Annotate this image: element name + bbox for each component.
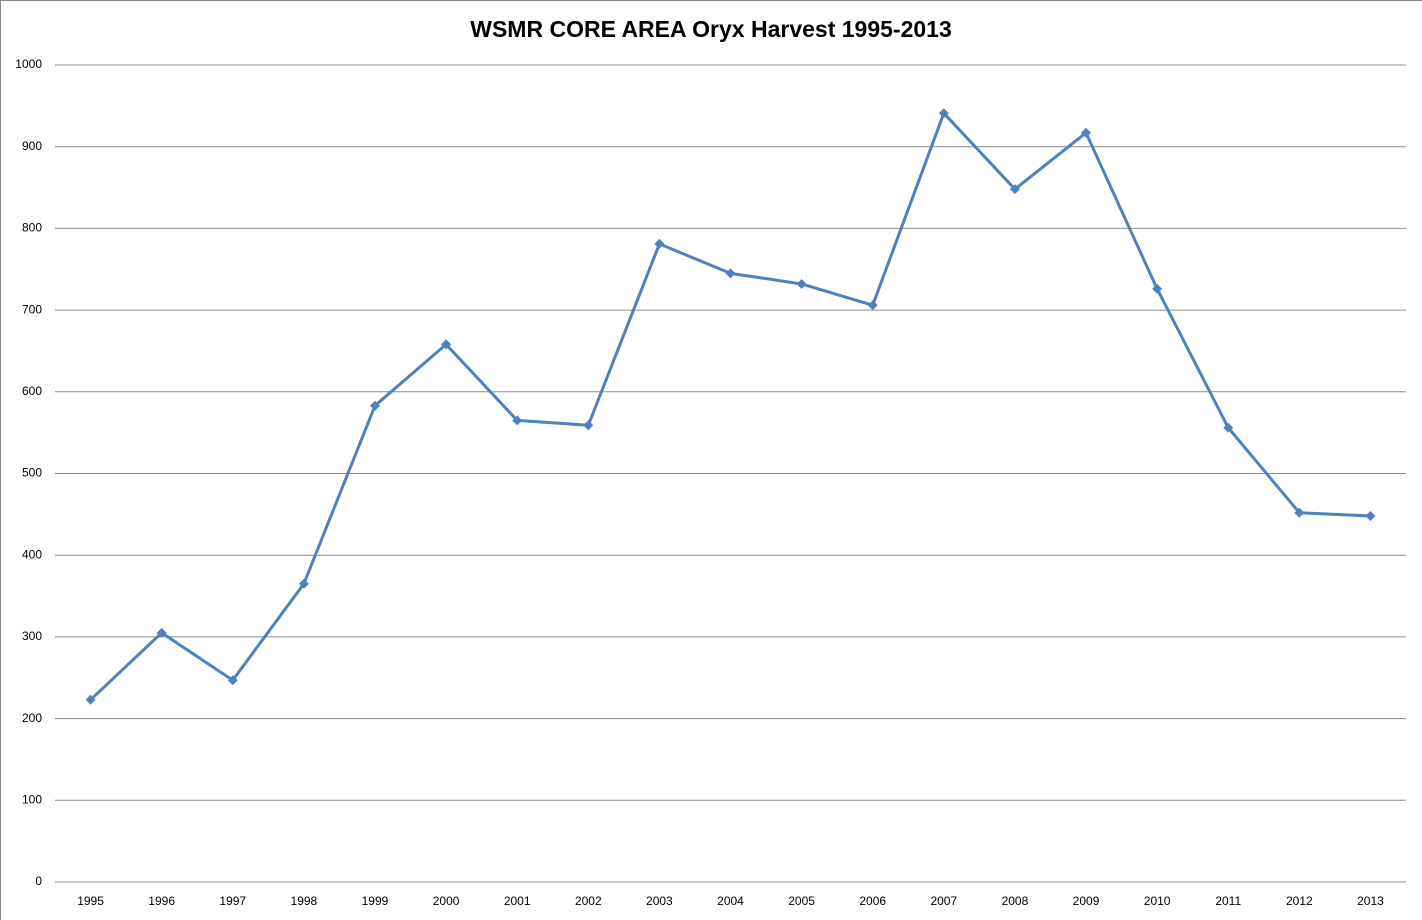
y-tick-label: 1000: [15, 57, 42, 71]
x-tick-label: 2005: [788, 894, 815, 908]
data-point: [512, 415, 523, 426]
data-point: [156, 627, 167, 638]
data-point: [654, 238, 665, 249]
y-tick-label: 900: [22, 139, 42, 153]
y-tick-label: 0: [35, 874, 42, 888]
data-point: [227, 675, 238, 686]
y-tick-label: 100: [22, 792, 42, 806]
y-tick-label: 800: [22, 221, 42, 235]
series-line: [89, 111, 1371, 701]
y-tick-label: 400: [22, 547, 42, 561]
data-point: [938, 108, 949, 119]
x-tick-label: 2009: [1073, 894, 1100, 908]
x-tick-label: 2000: [433, 894, 460, 908]
y-tick-label: 700: [22, 302, 42, 316]
x-tick-label: 2010: [1144, 894, 1171, 908]
x-tick-label: 2011: [1215, 894, 1241, 908]
data-point: [867, 300, 878, 311]
data-point: [1152, 283, 1163, 294]
y-tick-label: 300: [22, 629, 42, 643]
y-tick-label: 200: [22, 711, 42, 725]
x-tick-label: 2012: [1286, 894, 1313, 908]
data-point: [1365, 510, 1376, 521]
data-point: [796, 278, 807, 289]
x-tick-label: 2001: [504, 894, 531, 908]
y-tick-label: 600: [22, 384, 42, 398]
y-tick-label: 500: [22, 466, 42, 480]
data-point: [1009, 184, 1020, 195]
x-tick-label: 2006: [859, 894, 886, 908]
data-point: [298, 578, 309, 589]
data-point: [1294, 507, 1305, 518]
x-tick-label: 1999: [362, 894, 389, 908]
x-tick-label: 1996: [148, 894, 175, 908]
data-point: [583, 420, 594, 431]
data-point: [1223, 422, 1234, 433]
x-tick-label: 1997: [219, 894, 246, 908]
data-point: [441, 339, 452, 350]
x-tick-label: 2007: [930, 894, 957, 908]
chart-title: WSMR CORE AREA Oryx Harvest 1995-2013: [470, 16, 951, 42]
x-tick-label: 1998: [291, 894, 318, 908]
data-point: [725, 268, 736, 279]
x-tick-label: 1995: [77, 894, 104, 908]
data-point: [1081, 127, 1092, 138]
data-point: [85, 694, 96, 705]
x-tick-label: 2013: [1357, 894, 1384, 908]
x-tick-label: 2004: [717, 894, 744, 908]
data-point: [369, 400, 380, 411]
x-tick-label: 2003: [646, 894, 673, 908]
x-tick-label: 2002: [575, 894, 602, 908]
x-tick-label: 2008: [1002, 894, 1029, 908]
